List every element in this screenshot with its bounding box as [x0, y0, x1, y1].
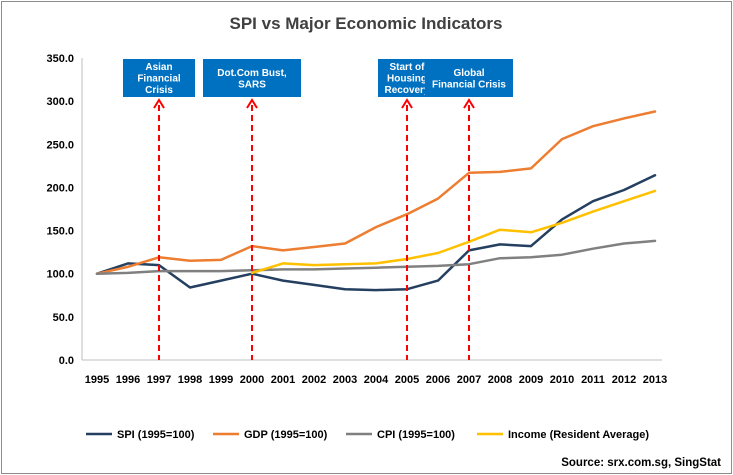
- event-label-text: Financial Crisis: [432, 79, 506, 90]
- event-label-text: Global: [453, 68, 484, 79]
- x-tick-label: 2003: [333, 374, 357, 386]
- y-tick-label: 250.0: [46, 139, 74, 151]
- x-tick-label: 2012: [612, 374, 636, 386]
- x-tick-label: 2006: [426, 374, 450, 386]
- x-tick-label: 2001: [271, 374, 295, 386]
- event-label-text: Housing: [387, 74, 427, 85]
- y-tick-label: 100.0: [46, 269, 74, 281]
- event-arrowhead: [153, 98, 165, 109]
- legend-label: GDP (1995=100): [244, 429, 328, 441]
- x-tick-label: 2010: [550, 374, 574, 386]
- x-tick-label: 2002: [302, 374, 326, 386]
- x-tick-label: 2004: [364, 374, 389, 386]
- event-label-box: [203, 59, 301, 97]
- x-tick-label: 2005: [395, 374, 419, 386]
- chart-title: SPI vs Major Economic Indicators: [229, 14, 502, 33]
- x-tick-label: 1998: [178, 374, 202, 386]
- event-label-text: Dot.Com Bust,: [217, 68, 287, 79]
- legend-item-gdp: GDP (1995=100): [213, 429, 328, 441]
- x-tick-label: 1995: [85, 374, 109, 386]
- series-line-spi: [95, 174, 657, 292]
- x-tick-label: 1996: [116, 374, 140, 386]
- event-label-box: [425, 59, 513, 97]
- legend-label: CPI (1995=100): [377, 429, 455, 441]
- y-tick-label: 300.0: [46, 96, 74, 108]
- event-label-box: [123, 59, 195, 97]
- legend-item-income: Income (Resident Average): [477, 429, 649, 441]
- x-tick-label: 2008: [488, 374, 512, 386]
- x-tick-label: 2011: [581, 374, 605, 386]
- y-tick-label: 200.0: [46, 182, 74, 194]
- legend-item-cpi: CPI (1995=100): [346, 429, 455, 441]
- y-tick-label: 150.0: [46, 226, 74, 238]
- x-tick-labels: 1995 1996 1997 1998 1999 2000 2001 2002 2003 2004…: [85, 374, 667, 386]
- x-tick-label: 2009: [519, 374, 543, 386]
- event-label-text: SARS: [238, 79, 266, 90]
- y-tick-labels: 0.0 50.0 100.0 150.0 200.0 250.0 300.0 350.0: [46, 53, 74, 367]
- event-arrowhead: [246, 98, 258, 109]
- axes: [81, 58, 662, 361]
- event-label-text: Start of: [390, 62, 426, 73]
- event-arrowhead: [463, 98, 475, 109]
- event-label-text: Recovery: [384, 85, 429, 96]
- y-tick-label: 50.0: [53, 312, 74, 324]
- event-label-text: Crisis: [145, 85, 173, 96]
- legend: SPI (1995=100) GDP (1995=100) CPI (1995=10…: [86, 429, 649, 441]
- legend-label: Income (Resident Average): [508, 429, 649, 441]
- series-line-income: [250, 189, 657, 275]
- series-lines: [95, 110, 657, 292]
- legend-item-spi: SPI (1995=100): [86, 429, 195, 441]
- x-tick-label: 2007: [457, 374, 481, 386]
- x-tick-label: 1999: [209, 374, 233, 386]
- legend-label: SPI (1995=100): [117, 429, 195, 441]
- event-arrowhead: [401, 98, 413, 109]
- series-line-gdp: [95, 110, 657, 275]
- x-tick-label: 2000: [240, 374, 264, 386]
- event-label-text: Financial: [137, 74, 181, 85]
- x-tick-label: 1997: [147, 374, 171, 386]
- y-tick-label: 0.0: [59, 355, 74, 367]
- y-tick-label: 350.0: [46, 53, 74, 65]
- source-note: Source: srx.com.sg, SingStat: [561, 457, 721, 469]
- series-line-cpi: [95, 239, 657, 275]
- event-label-text: Asian: [145, 62, 172, 73]
- x-tick-label: 2013: [643, 374, 667, 386]
- event-marker-2000: Dot.Com Bust,SARS: [203, 59, 301, 360]
